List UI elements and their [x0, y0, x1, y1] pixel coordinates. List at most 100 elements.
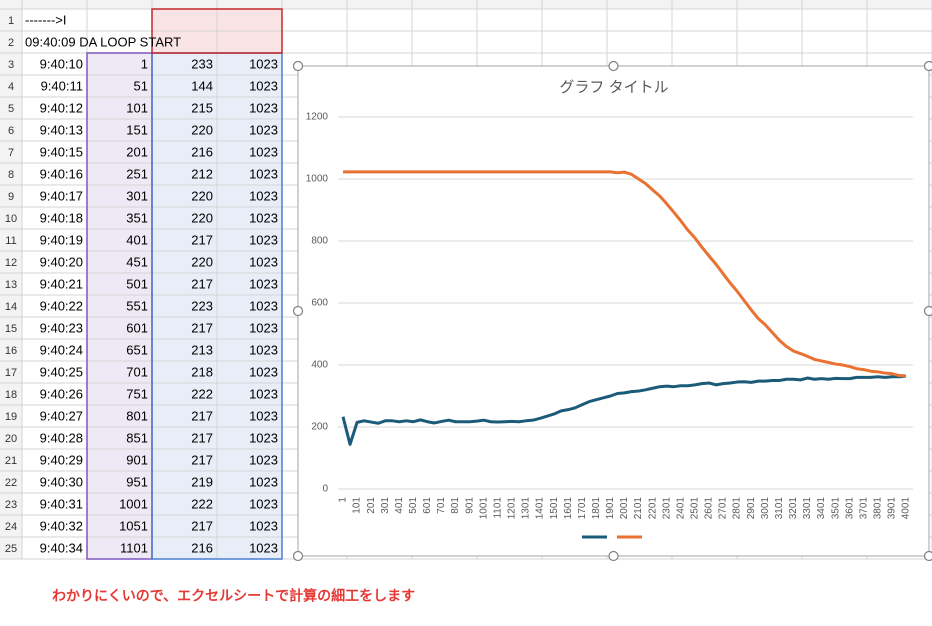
x-tick-label: 1801 — [591, 497, 602, 520]
row-number: 5 — [8, 103, 14, 115]
cell: 601 — [126, 320, 148, 335]
x-tick-label: 101 — [352, 497, 363, 514]
row-number: 12 — [5, 257, 17, 269]
cell: 701 — [126, 364, 148, 379]
cell: 212 — [191, 166, 213, 181]
resize-handle — [923, 60, 932, 72]
cell: 1023 — [249, 320, 278, 335]
cell: 501 — [126, 276, 148, 291]
cell: 9:40:30 — [40, 474, 83, 489]
cell: 1001 — [119, 496, 148, 511]
x-tick-label: 4001 — [901, 497, 912, 520]
cell: 1023 — [249, 364, 278, 379]
cell: 951 — [126, 474, 148, 489]
x-tick-label: 1101 — [492, 497, 503, 519]
cell: 223 — [191, 298, 213, 313]
y-tick-label: 600 — [311, 298, 328, 309]
x-tick-label: 3801 — [872, 497, 883, 520]
cell: 9:40:29 — [40, 452, 83, 467]
range-b — [87, 53, 152, 559]
range-header-border — [151, 8, 283, 54]
x-tick-label: 3601 — [844, 497, 855, 520]
row-number: 17 — [5, 367, 17, 379]
cell: 801 — [126, 408, 148, 423]
row-number: 6 — [8, 125, 14, 137]
cell: 1023 — [249, 56, 278, 71]
cell: 9:40:15 — [40, 144, 83, 159]
cell: 751 — [126, 386, 148, 401]
x-tick-label: 701 — [436, 497, 447, 514]
row-number: 7 — [8, 147, 14, 159]
cell: 1 — [141, 56, 148, 71]
cell: 217 — [191, 452, 213, 467]
cell: 222 — [191, 386, 213, 401]
cell: 220 — [191, 210, 213, 225]
cell: 1023 — [249, 166, 278, 181]
row-number: 9 — [8, 191, 14, 203]
x-tick-label: 3001 — [760, 497, 771, 520]
x-tick-label: 1501 — [549, 497, 560, 520]
cell: 213 — [191, 342, 213, 357]
x-tick-label: 2201 — [647, 497, 658, 520]
row-number: 22 — [5, 477, 17, 489]
cell: 1023 — [249, 254, 278, 269]
row-number: 20 — [5, 433, 17, 445]
row-number: 4 — [8, 81, 14, 93]
row-number: 8 — [8, 169, 14, 181]
cell: 9:40:23 — [40, 320, 83, 335]
cell: 9:40:20 — [40, 254, 83, 269]
resize-handle — [608, 60, 619, 72]
x-tick-label: 2701 — [718, 497, 729, 520]
x-tick-label: 3501 — [830, 497, 841, 520]
cell: 1023 — [249, 100, 278, 115]
y-tick-label: 400 — [311, 360, 328, 371]
x-tick-label: 201 — [366, 497, 377, 514]
x-tick-label: 2101 — [633, 497, 644, 520]
chart-title: グラフ タイトル — [559, 79, 668, 96]
cell: 1023 — [249, 540, 278, 555]
resize-handle — [608, 550, 619, 562]
cell: 9:40:31 — [40, 496, 83, 511]
x-tick-label: 2801 — [732, 497, 743, 520]
cell: 9:40:21 — [40, 276, 83, 291]
cell: 217 — [191, 320, 213, 335]
cell: 101 — [126, 100, 148, 115]
cell: 1051 — [119, 518, 148, 533]
row-number: 3 — [8, 59, 14, 71]
cell: 9:40:13 — [40, 122, 83, 137]
row-number: 19 — [5, 411, 17, 423]
x-tick-label: 2301 — [661, 497, 672, 520]
x-tick-label: 2001 — [619, 497, 630, 520]
cell: 218 — [191, 364, 213, 379]
cell: 851 — [126, 430, 148, 445]
row-number: 11 — [5, 235, 16, 247]
y-tick-label: 0 — [322, 484, 328, 495]
cell: 217 — [191, 232, 213, 247]
cell: 233 — [191, 56, 213, 71]
cell: 216 — [191, 540, 213, 555]
cell: 9:40:28 — [40, 430, 83, 445]
x-tick-label: 501 — [408, 497, 419, 514]
cell: 9:40:26 — [40, 386, 83, 401]
row-number: 2 — [8, 37, 14, 49]
cell: 1023 — [249, 342, 278, 357]
cell: 1023 — [249, 78, 278, 93]
resize-handle — [292, 60, 304, 72]
cell: 651 — [126, 342, 148, 357]
cell: 1101 — [120, 540, 148, 555]
resize-handle — [923, 550, 932, 562]
cell: 217 — [191, 408, 213, 423]
x-tick-label: 1001 — [478, 497, 489, 520]
cell: 217 — [191, 430, 213, 445]
cell: 9:40:16 — [40, 166, 83, 181]
x-tick-label: 2901 — [746, 497, 757, 520]
y-tick-label: 1200 — [306, 112, 329, 123]
cell: 9:40:27 — [40, 408, 83, 423]
x-tick-label: 1 — [338, 497, 349, 503]
cell-text: ------->I — [25, 12, 67, 27]
cell: 1023 — [249, 474, 278, 489]
y-tick-label: 800 — [311, 236, 328, 247]
cell: 1023 — [249, 430, 278, 445]
cell: 9:40:34 — [40, 540, 83, 555]
